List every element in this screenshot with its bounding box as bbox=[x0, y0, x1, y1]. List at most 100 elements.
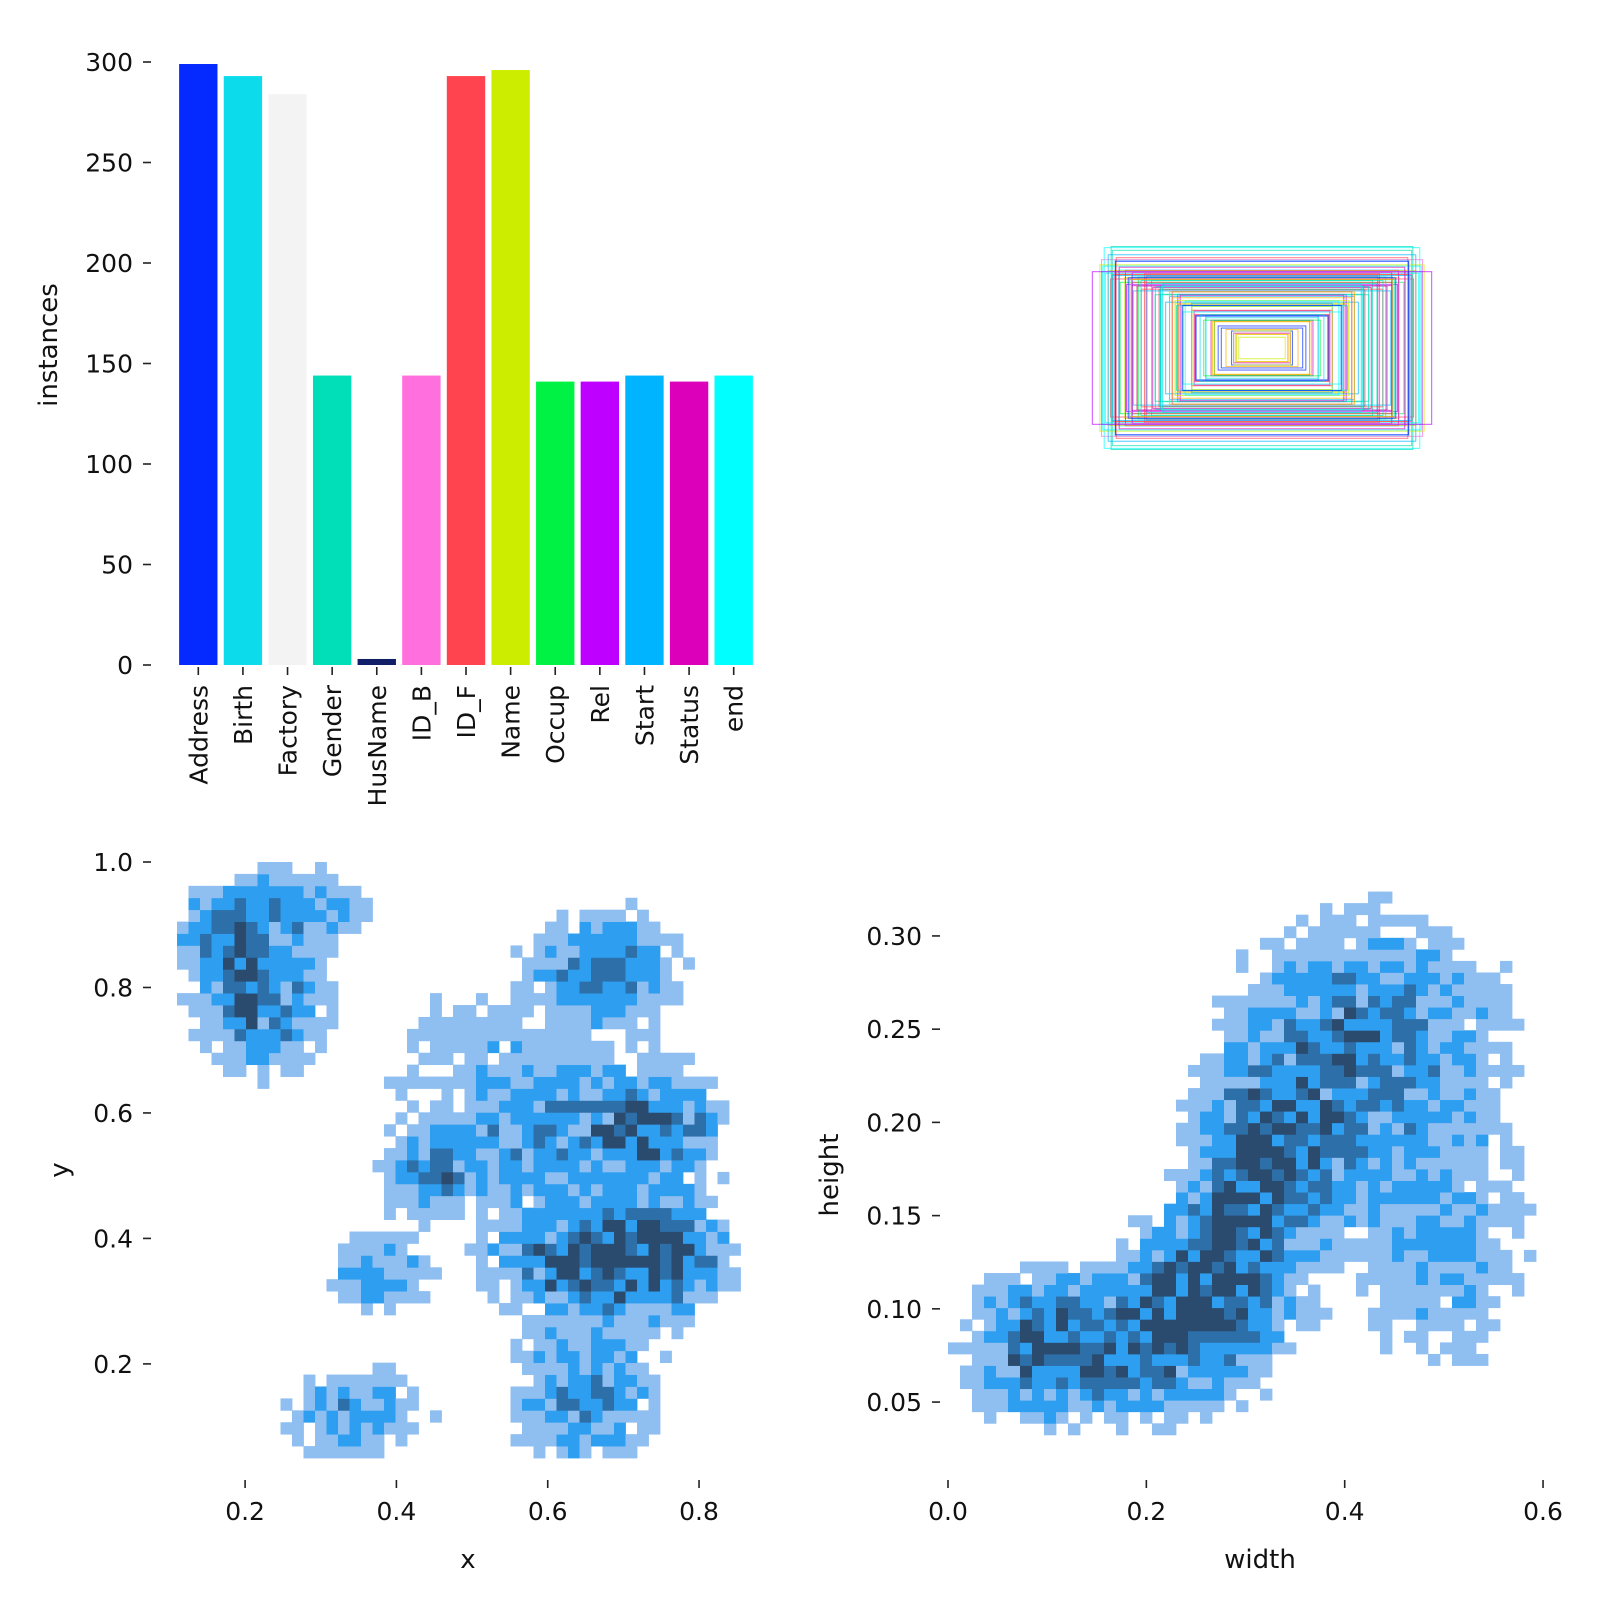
heatmap-cell bbox=[671, 1267, 684, 1280]
heatmap-cell bbox=[1128, 1388, 1141, 1401]
heatmap-cell bbox=[1296, 1030, 1309, 1043]
bar-gender bbox=[312, 375, 352, 665]
heatmap-cell bbox=[706, 1267, 718, 1280]
heatmap-cell bbox=[349, 1255, 362, 1268]
heatmap-cell bbox=[683, 1136, 695, 1149]
heatmap-cell bbox=[1236, 1041, 1249, 1054]
heatmap-cell bbox=[1080, 1388, 1093, 1401]
heatmap-cell bbox=[1344, 1157, 1357, 1170]
heatmap-cell bbox=[292, 1052, 304, 1066]
heatmap-cell bbox=[315, 1410, 327, 1423]
heatmap-cell bbox=[522, 1160, 534, 1173]
heatmap-cell bbox=[660, 1124, 672, 1137]
box-outline bbox=[1131, 276, 1393, 420]
heatmap-cell bbox=[1284, 1030, 1297, 1043]
heatmap-cell bbox=[1200, 1330, 1213, 1343]
heatmap-cell bbox=[556, 1016, 569, 1030]
heatmap-cell bbox=[522, 1207, 534, 1220]
heatmap-cell bbox=[1152, 1307, 1165, 1320]
heatmap-cell bbox=[602, 1016, 615, 1030]
heatmap-cell bbox=[694, 1279, 707, 1292]
wh-x-tick-label: 0.2 bbox=[1126, 1497, 1166, 1526]
heatmap-cell bbox=[1464, 1330, 1477, 1343]
heatmap-cell bbox=[522, 1112, 534, 1125]
heatmap-cell bbox=[1380, 914, 1393, 927]
heatmap-cell bbox=[1188, 1192, 1201, 1205]
heatmap-cell bbox=[476, 1231, 488, 1244]
heatmap-cell bbox=[1356, 1238, 1369, 1251]
heatmap-cell bbox=[1284, 1099, 1297, 1112]
heatmap-cell bbox=[1164, 1273, 1177, 1285]
heatmap-cell bbox=[1440, 1226, 1453, 1239]
heatmap-cell bbox=[257, 993, 270, 1006]
heatmap-cell bbox=[602, 1434, 615, 1447]
heatmap-cell bbox=[1452, 1284, 1465, 1297]
heatmap-cell bbox=[1344, 1180, 1357, 1193]
heatmap-cell bbox=[1260, 1030, 1273, 1043]
heatmap-cell bbox=[200, 1016, 212, 1030]
heatmap-cell bbox=[499, 1171, 511, 1185]
heatmap-cell bbox=[545, 945, 557, 958]
heatmap-cell bbox=[637, 1183, 649, 1197]
heatmap-cell bbox=[1452, 995, 1465, 1008]
heatmap-cell bbox=[510, 1219, 523, 1232]
heatmap-cell bbox=[568, 1255, 580, 1268]
heatmap-cell bbox=[545, 921, 557, 934]
heatmap-cell bbox=[1404, 1018, 1417, 1031]
heatmap-cell bbox=[1344, 1203, 1357, 1216]
heatmap-cell bbox=[1152, 1400, 1165, 1413]
heatmap-cell bbox=[476, 1148, 488, 1161]
heatmap-cell bbox=[303, 981, 316, 994]
heatmap-cell bbox=[315, 1016, 327, 1030]
heatmap-cell bbox=[1368, 1273, 1381, 1285]
heatmap-cell bbox=[372, 1386, 385, 1399]
heatmap-cell bbox=[1488, 1273, 1501, 1285]
heatmap-cell bbox=[453, 1207, 465, 1220]
heatmap-cell bbox=[280, 885, 293, 899]
heatmap-cell bbox=[1224, 1365, 1237, 1378]
heatmap-cell bbox=[602, 945, 615, 958]
heatmap-cell bbox=[1380, 1307, 1393, 1320]
bar-status bbox=[669, 381, 709, 665]
heatmap-cell bbox=[717, 1100, 730, 1113]
heatmap-cell bbox=[660, 1255, 672, 1268]
heatmap-cell bbox=[625, 1171, 638, 1185]
heatmap-cell bbox=[1296, 1018, 1309, 1031]
heatmap-cell bbox=[1320, 1018, 1333, 1031]
heatmap-cell bbox=[545, 1303, 557, 1316]
heatmap-cell bbox=[1284, 949, 1297, 962]
heatmap-cell bbox=[1248, 1342, 1261, 1355]
heatmap-cell bbox=[1356, 1180, 1369, 1193]
heatmap-cell bbox=[1260, 1319, 1273, 1332]
heatmap-cell bbox=[1020, 1284, 1033, 1297]
heatmap-cell bbox=[407, 1207, 419, 1220]
heatmap-cell bbox=[280, 921, 293, 934]
heatmap-cell bbox=[1200, 1273, 1213, 1285]
heatmap-cell bbox=[1320, 1099, 1333, 1112]
heatmap-cell bbox=[614, 1267, 626, 1280]
heatmap-cell bbox=[1452, 1076, 1465, 1089]
heatmap-cell bbox=[1428, 1215, 1441, 1228]
heatmap-cell bbox=[487, 1124, 500, 1137]
heatmap-cell bbox=[1404, 1261, 1417, 1274]
heatmap-cell bbox=[1488, 995, 1501, 1008]
heatmap-cell bbox=[372, 1446, 385, 1459]
heatmap-cell bbox=[303, 945, 316, 958]
heatmap-cell bbox=[1380, 1030, 1393, 1043]
heatmap-cell bbox=[1404, 1145, 1417, 1158]
heatmap-cell bbox=[1128, 1215, 1141, 1228]
heatmap-cell bbox=[729, 1267, 741, 1280]
heatmap-cell bbox=[660, 957, 672, 970]
heatmap-cell bbox=[660, 1052, 672, 1066]
heatmap-cell bbox=[1356, 1041, 1369, 1054]
heatmap-cell bbox=[1356, 1030, 1369, 1043]
heatmap-cell bbox=[1320, 1053, 1333, 1066]
heatmap-cell bbox=[614, 1279, 626, 1292]
heatmap-cell bbox=[660, 1076, 672, 1089]
heatmap-cell bbox=[418, 1028, 431, 1042]
heatmap-cell bbox=[1272, 1307, 1285, 1320]
heatmap-cell bbox=[1380, 891, 1393, 904]
heatmap-cell bbox=[1188, 1319, 1201, 1332]
heatmap-cell bbox=[1248, 1134, 1261, 1147]
heatmap-cell bbox=[223, 981, 235, 994]
